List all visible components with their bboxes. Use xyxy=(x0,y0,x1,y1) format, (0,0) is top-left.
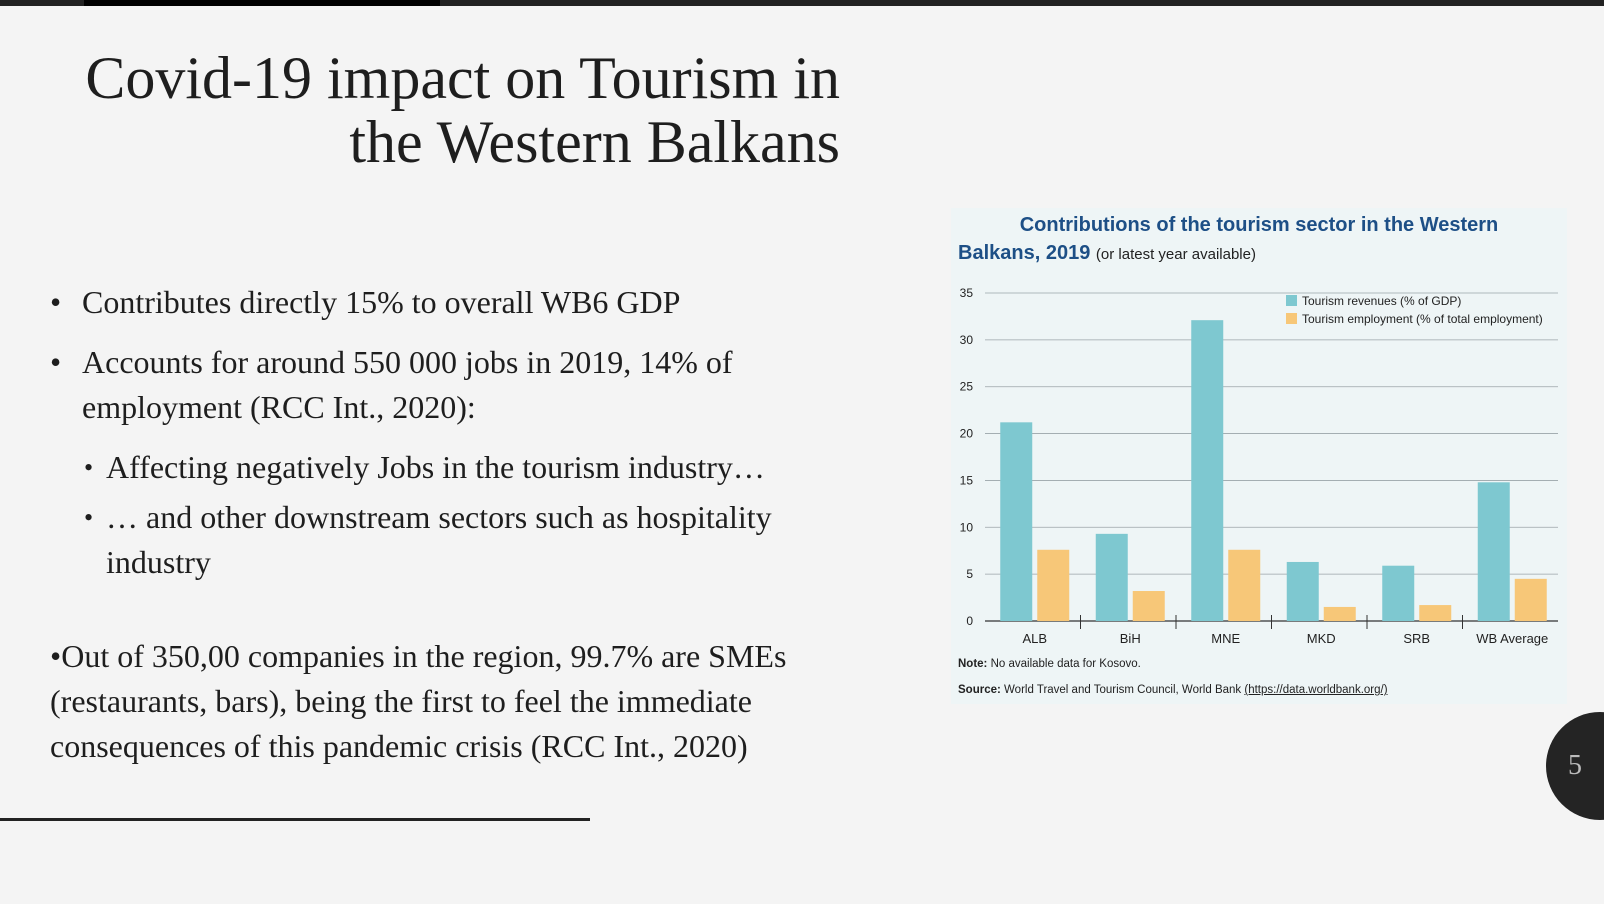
bar-employment xyxy=(1323,606,1356,621)
page-number-badge: 5 xyxy=(1546,712,1604,820)
slide-title-line2: the Western Balkans xyxy=(349,109,840,175)
chart-source: Source: World Travel and Tourism Council… xyxy=(958,684,1388,696)
legend-label: Tourism revenues (% of GDP) xyxy=(1302,294,1461,308)
chart-source-link[interactable]: (https://data.worldbank.org/) xyxy=(1244,684,1388,696)
bar-revenue xyxy=(1286,561,1319,621)
bullet-jobs: Accounts for around 550 000 jobs in 2019… xyxy=(48,340,868,430)
y-tick-label: 35 xyxy=(960,286,974,300)
tourism-chart: 0 5 10 15 20 25 30 35 ALB BiH MNE MKD SRB WB Average T… xyxy=(951,208,1567,704)
legend-swatch xyxy=(1286,295,1297,306)
x-tick-label: MKD xyxy=(1307,631,1336,646)
bar-revenue xyxy=(1477,482,1510,621)
chart-note-text: No available data for Kosovo. xyxy=(990,658,1141,670)
legend-label: Tourism employment (% of total employmen… xyxy=(1302,312,1543,326)
divider-line xyxy=(0,818,590,821)
bullet-list: Contributes directly 15% to overall WB6 … xyxy=(48,280,868,590)
chart-title-year: Balkans, 2019 xyxy=(958,242,1091,264)
y-tick-label: 20 xyxy=(960,427,974,441)
chart-source-label: Source: xyxy=(958,684,1001,696)
chart-note-label: Note: xyxy=(958,658,988,670)
x-tick-label: MNE xyxy=(1211,631,1240,646)
chart-note: Note: No available data for Kosovo. xyxy=(958,658,1141,670)
bar-employment xyxy=(1514,578,1547,621)
bar-employment xyxy=(1037,549,1070,621)
y-tick-label: 30 xyxy=(960,333,974,347)
chart-title-line2: Balkans, 2019 (or latest year available) xyxy=(958,242,1256,265)
bar-employment xyxy=(1228,549,1261,621)
sub-bullet-tourism-jobs: Affecting negatively Jobs in the tourism… xyxy=(48,445,868,490)
x-tick-label: ALB xyxy=(1022,631,1047,646)
bar-employment xyxy=(1132,591,1165,621)
y-tick-label: 10 xyxy=(960,520,974,534)
top-bar-tab xyxy=(84,0,440,6)
bar-revenue xyxy=(1095,533,1128,621)
chart-subtitle: (or latest year available) xyxy=(1095,246,1256,263)
bullet-gdp: Contributes directly 15% to overall WB6 … xyxy=(48,280,868,325)
y-tick-label: 25 xyxy=(960,380,974,394)
slide-title-line1: Covid-19 impact on Tourism in xyxy=(85,45,840,111)
chart-title-line1: Contributions of the tourism sector in t… xyxy=(1019,214,1499,236)
y-tick-label: 5 xyxy=(966,567,973,581)
y-tick-label: 0 xyxy=(966,614,973,628)
slide-title: Covid-19 impact on Tourism in the Wester… xyxy=(40,46,840,174)
chart-source-text: World Travel and Tourism Council, World … xyxy=(1004,684,1245,696)
bar-revenue xyxy=(1000,422,1033,621)
legend-swatch xyxy=(1286,313,1297,324)
top-bar xyxy=(0,0,1604,6)
x-tick-label: BiH xyxy=(1120,631,1141,646)
y-tick-label: 15 xyxy=(960,473,974,487)
bar-revenue xyxy=(1382,565,1415,621)
x-tick-label: SRB xyxy=(1403,631,1430,646)
x-tick-label: WB Average xyxy=(1476,631,1548,646)
bar-revenue xyxy=(1191,320,1224,621)
chart-canvas: 0 5 10 15 20 25 30 35 ALB BiH MNE MKD SRB WB Average T… xyxy=(960,286,1558,646)
bar-employment xyxy=(1419,605,1452,621)
sub-bullet-downstream: … and other downstream sectors such as h… xyxy=(48,495,868,585)
sme-paragraph: •Out of 350,00 companies in the region, … xyxy=(50,638,787,764)
